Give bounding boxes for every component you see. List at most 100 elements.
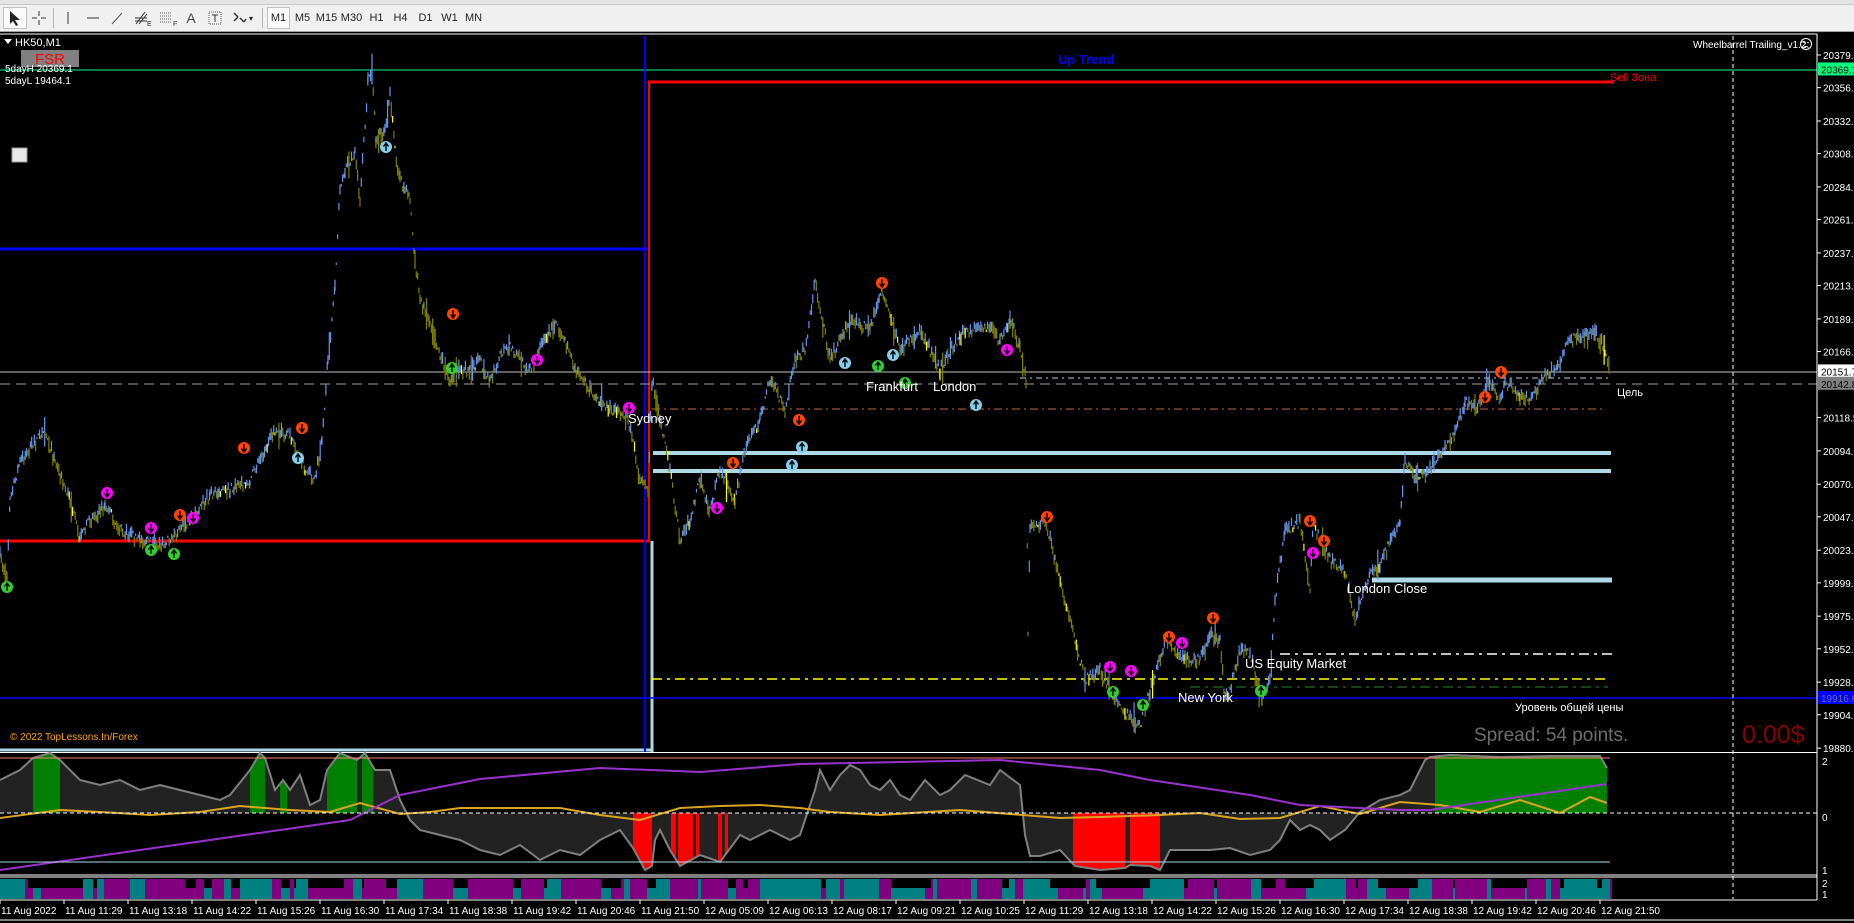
sell-signal-icon <box>296 422 308 434</box>
buy-signal-icon <box>145 544 157 556</box>
histogram-bar <box>1214 888 1217 899</box>
horizontal-line-button[interactable] <box>82 7 104 29</box>
common-price-badge <box>1818 690 1854 704</box>
time-axis[interactable]: 11 Aug 2022 11 Aug 11:29 11 Aug 13:18 11 Au… <box>0 900 1660 917</box>
collapse-triangle-icon[interactable] <box>4 39 12 44</box>
fibo-fan-button[interactable]: E <box>131 7 155 29</box>
histogram-bar <box>795 879 798 888</box>
price-tick-label: 19975.5 <box>1823 612 1854 623</box>
histogram-bar <box>362 888 364 899</box>
crosshair-icon <box>32 11 46 25</box>
histogram-bar <box>1314 888 1328 899</box>
histogram-bar <box>480 879 511 888</box>
sell-signal-icon <box>145 522 157 534</box>
histogram-bar <box>1002 888 1009 899</box>
target-price-label: 20142.8 <box>1821 380 1854 391</box>
histogram-bar <box>977 879 1002 888</box>
histogram-bar <box>554 879 561 888</box>
histogram-bar <box>1206 888 1208 899</box>
vertical-line-button[interactable] <box>58 7 78 29</box>
price-tick-label: 20213.5 <box>1823 282 1854 293</box>
buy-signal-icon <box>1107 686 1119 698</box>
session-sydney: Sydney <box>628 411 672 426</box>
histogram-bar <box>1564 879 1582 888</box>
bid-price-badge <box>1818 364 1854 378</box>
trendline-button[interactable] <box>106 7 128 29</box>
sell-signal-icon <box>187 512 199 524</box>
histogram-bar <box>656 879 665 888</box>
histogram-bar <box>1590 879 1597 888</box>
timeframe-m15[interactable]: M15 <box>315 12 338 24</box>
histogram-bar <box>1610 879 1612 888</box>
histogram-bar <box>97 879 104 888</box>
histogram-bar <box>204 888 212 899</box>
histogram-bar <box>647 888 656 899</box>
histogram-bar <box>1432 888 1453 899</box>
fibo-retracement-button[interactable]: F <box>156 7 180 29</box>
histogram-bar <box>281 888 290 899</box>
histogram-bar <box>748 879 750 888</box>
histogram-bar <box>748 888 750 899</box>
time-tick-label: 12 Aug 06:13 <box>769 906 828 917</box>
panel-toggle-button[interactable] <box>11 147 28 163</box>
histogram-bar <box>701 888 705 899</box>
histogram-bar <box>463 888 468 899</box>
buy-signal-icon <box>380 141 392 153</box>
timeframe-d1[interactable]: D1 <box>418 12 433 24</box>
histogram-bar <box>621 879 624 888</box>
buy-signal-icon <box>1255 685 1267 697</box>
timeframe-h4[interactable]: H4 <box>393 12 408 24</box>
target-label: Цель <box>1617 387 1643 399</box>
oscillator-line <box>0 751 1608 872</box>
histogram-bar <box>1346 879 1356 888</box>
crosshair-button[interactable] <box>28 7 50 29</box>
time-tick-label: 11 Aug 2022 <box>1 906 57 917</box>
timeframe-m1[interactable]: M1 <box>267 7 290 29</box>
histogram-bar <box>1328 879 1338 888</box>
histogram-bar <box>511 879 513 888</box>
timeframe-w1[interactable]: W1 <box>441 12 458 24</box>
sell-signal-icon <box>876 277 888 289</box>
oscillator-green-block <box>1435 755 1607 813</box>
text-button[interactable]: A <box>180 7 202 29</box>
timeframe-m30[interactable]: M30 <box>340 12 363 24</box>
timeframe-m5[interactable]: M5 <box>294 12 311 24</box>
price-tick-label: 19880.5 <box>1823 744 1854 755</box>
arrows-dropdown-button[interactable]: ▾ <box>230 7 258 29</box>
histogram-bar <box>1227 879 1238 888</box>
histogram-bar <box>1247 879 1251 888</box>
cursor-button[interactable] <box>3 7 27 29</box>
sell-signal-icon <box>238 442 250 454</box>
time-tick-label: 11 Aug 17:34 <box>385 906 444 917</box>
histogram-bar <box>1314 879 1328 888</box>
histogram-bar <box>373 879 386 888</box>
histogram-bar <box>93 888 97 899</box>
copyright-label: © 2022 TopLessons.In/Forex <box>10 732 138 743</box>
time-tick-label: 12 Aug 08:17 <box>833 906 892 917</box>
timeframe-h1[interactable]: H1 <box>369 12 384 24</box>
histogram-bar <box>937 879 971 888</box>
frown-face-icon[interactable] <box>1800 38 1812 50</box>
price-tick-label: 20023.0 <box>1823 546 1854 557</box>
fsr-button[interactable] <box>21 50 79 67</box>
histogram-bar <box>1582 888 1590 899</box>
bid-price-label: 20151.7 <box>1821 367 1854 378</box>
histogram-bar <box>145 888 185 899</box>
histogram-bar <box>1527 888 1533 899</box>
price-axis[interactable]: 20379.5 20356.0 20332.0 20308.5 20284.5 20261… <box>1817 51 1854 755</box>
vertical-line-icon <box>67 12 69 24</box>
histogram-bar <box>306 879 308 888</box>
histogram-bar <box>826 888 834 899</box>
text-label-button[interactable] <box>204 7 226 29</box>
buy-signal-icon <box>899 377 911 389</box>
price-chart[interactable]: 201 21 HK50,M1 FSR 5dayH 20369.1 5dayL 1… <box>0 32 1854 923</box>
drawing-toolbar: E F A ▾ M1 M5 M15 M30 H1 H4 D1 W1 MN <box>0 0 1854 32</box>
timeframe-mn[interactable]: MN <box>464 12 483 24</box>
histogram-bar <box>453 888 463 899</box>
histogram-bar <box>561 888 601 899</box>
histogram-bar <box>621 888 624 899</box>
histogram-bar <box>834 888 840 899</box>
histogram-bar <box>476 879 480 888</box>
histogram-bar <box>397 879 423 888</box>
time-tick-label: 11 Aug 21:50 <box>641 906 700 917</box>
